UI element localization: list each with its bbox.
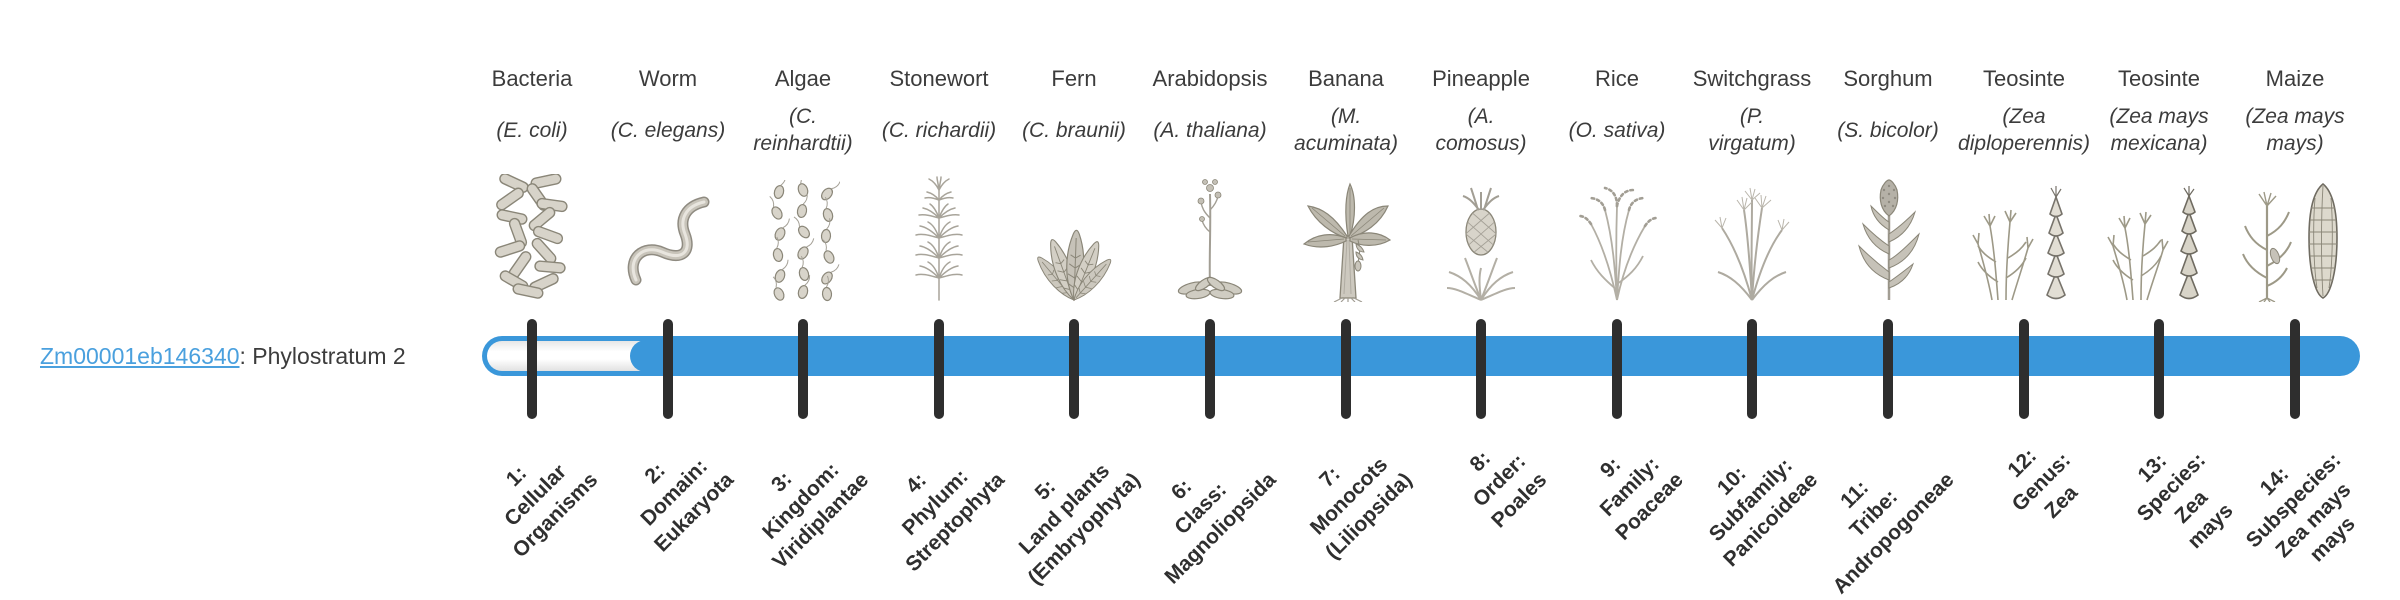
organism-name: Teosinte <box>1983 66 2065 91</box>
stratum-label: 8: Order: Poales <box>1465 446 1552 533</box>
organism-scientific-name: (M. acuminata) <box>1294 105 1398 155</box>
organism-scientific-name: (E. coli) <box>496 118 568 142</box>
phylostratum-tick <box>2290 319 2300 419</box>
organism-scientific-name: (O. sativa) <box>1568 118 1666 142</box>
phylostratum-viewer: { "gene": { "id": "Zm00001eb146340", "su… <box>40 66 2365 599</box>
switchgrass-illustration <box>1682 174 1822 302</box>
organism-name: Stonewort <box>889 66 989 91</box>
bacteria-illustration <box>462 174 602 302</box>
phylostratum-tick <box>934 319 944 419</box>
phylostratum-tick <box>1476 319 1486 419</box>
organism-scientific-name: (Zea diploperennis) <box>1958 105 2090 155</box>
gene-label: Zm00001eb146340: Phylostratum 2 <box>40 343 406 370</box>
phylostratum-tick <box>527 319 537 419</box>
stratum-label: 13: Species: Zea mays <box>2132 448 2238 554</box>
phylostratum-tick <box>1205 319 1215 419</box>
teosinte-diploperennis-illustration <box>1954 174 2094 302</box>
organism-name: Fern <box>1051 66 1097 91</box>
worm-illustration <box>598 174 738 302</box>
banana-illustration <box>1276 174 1416 302</box>
organism-name: Switchgrass <box>1692 66 1812 91</box>
stonewort-illustration <box>869 174 1009 302</box>
stratum-label: 9: Family: Poaceae <box>1595 452 1688 545</box>
organism-scientific-name: (C. braunii) <box>1022 118 1126 142</box>
organism-name: Rice <box>1594 66 1640 91</box>
pineapple-illustration <box>1411 174 1551 302</box>
organism-name: Worm <box>638 66 698 91</box>
organism-name: Algae <box>774 66 832 91</box>
organism-scientific-name: (Zea mays mays) <box>2245 105 2345 155</box>
phylostratum-tick <box>1883 319 1893 419</box>
organism-name: Arabidopsis <box>1152 66 1268 91</box>
bar-filled-range <box>630 340 2356 372</box>
phylostratum-bar <box>482 336 2360 376</box>
stratum-label: 2: Domain: Eukaryota <box>637 454 739 557</box>
stratum-label: 1: Cellular Organisms <box>500 460 603 562</box>
algae-illustration <box>733 174 873 302</box>
organism-name: Sorghum <box>1843 66 1933 91</box>
organism-scientific-name: (Zea mays mexicana) <box>2109 105 2209 155</box>
stratum-label: 7: Monocots (Liliopsida) <box>1306 453 1417 564</box>
stratum-label: 11: Tribe: Andropogoneae <box>1828 468 1959 599</box>
maize-illustration <box>2225 174 2365 302</box>
gene-id-link[interactable]: Zm00001eb146340 <box>40 343 240 369</box>
organism-name: Bacteria <box>491 66 573 91</box>
organism-scientific-name: (A. thaliana) <box>1153 118 1267 142</box>
arabidopsis-illustration <box>1140 174 1280 302</box>
stratum-label: 6: Class: Magnoliopsida <box>1160 468 1281 589</box>
organism-name: Pineapple <box>1432 66 1530 91</box>
phylostratum-tick <box>663 319 673 419</box>
rice-illustration <box>1547 174 1687 302</box>
organism-scientific-name: (A. comosus) <box>1435 105 1527 155</box>
stratum-label: 4: Phylum: Streptophyta <box>898 465 1010 576</box>
phylostratum-text: : Phylostratum 2 <box>239 343 406 369</box>
organism-scientific-name: (S. bicolor) <box>1837 118 1939 142</box>
organism-name: Teosinte <box>2118 66 2200 91</box>
stratum-label: 14: Subspecies: Zea mays mays <box>2242 448 2360 567</box>
organism-scientific-name: (P. virgatum) <box>1708 105 1796 155</box>
stratum-label: 5: Land plants (Embryophyta) <box>1014 459 1145 590</box>
phylostratum-tick <box>1341 319 1351 419</box>
phylostratum-tick <box>798 319 808 419</box>
organism-scientific-name: (C. elegans) <box>610 118 726 142</box>
teosinte-mexicana-illustration <box>2089 174 2229 302</box>
organism-name: Maize <box>2265 66 2325 91</box>
fern-illustration <box>1004 174 1144 302</box>
phylostratum-tick <box>2154 319 2164 419</box>
stratum-label: 3: Kingdom: Viridiplantae <box>758 458 874 574</box>
phylostratum-tick <box>2019 319 2029 419</box>
sorghum-illustration <box>1818 174 1958 302</box>
phylostratum-tick <box>1069 319 1079 419</box>
organism-name: Banana <box>1308 66 1384 91</box>
organism-scientific-name: (C. richardii) <box>881 118 997 142</box>
organism-scientific-name: (C. reinhardtii) <box>753 105 853 155</box>
stratum-label: 12: Genus: Zea <box>2003 444 2082 523</box>
phylostratum-tick <box>1612 319 1622 419</box>
phylostratum-tick <box>1747 319 1757 419</box>
